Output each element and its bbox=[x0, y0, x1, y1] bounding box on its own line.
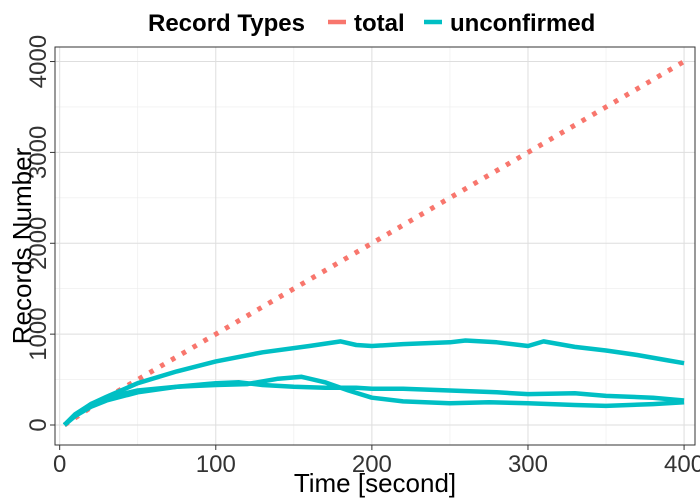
y-tick-label: 4000 bbox=[25, 35, 52, 88]
plot-border bbox=[54, 46, 696, 446]
grid bbox=[55, 47, 695, 445]
series-line-unconfirmed bbox=[62, 338, 685, 427]
legend: Record Types total unconfirmed bbox=[148, 10, 595, 37]
y-tick-label: 1000 bbox=[25, 307, 52, 360]
plot-series bbox=[62, 59, 686, 428]
legend-label-total: total bbox=[354, 10, 405, 37]
legend-label-unconfirmed: unconfirmed bbox=[450, 10, 595, 37]
y-tick-label: 0 bbox=[25, 418, 52, 431]
y-tick-label: 2000 bbox=[25, 217, 52, 270]
x-tick-label: 300 bbox=[508, 451, 548, 478]
series-line-unconfirmed-1 bbox=[62, 374, 685, 427]
x-tick-label: 100 bbox=[196, 451, 236, 478]
legend-title: Record Types bbox=[148, 10, 305, 37]
y-axis-title: Records Number bbox=[7, 147, 37, 344]
x-tick-label: 0 bbox=[53, 451, 66, 478]
x-axis-title: Time [second] bbox=[294, 468, 456, 498]
x-tick-label: 400 bbox=[664, 451, 700, 478]
series-line-unconfirmed-2 bbox=[62, 380, 685, 427]
x-tick-label: 200 bbox=[352, 451, 392, 478]
y-tick-label: 3000 bbox=[25, 126, 52, 179]
